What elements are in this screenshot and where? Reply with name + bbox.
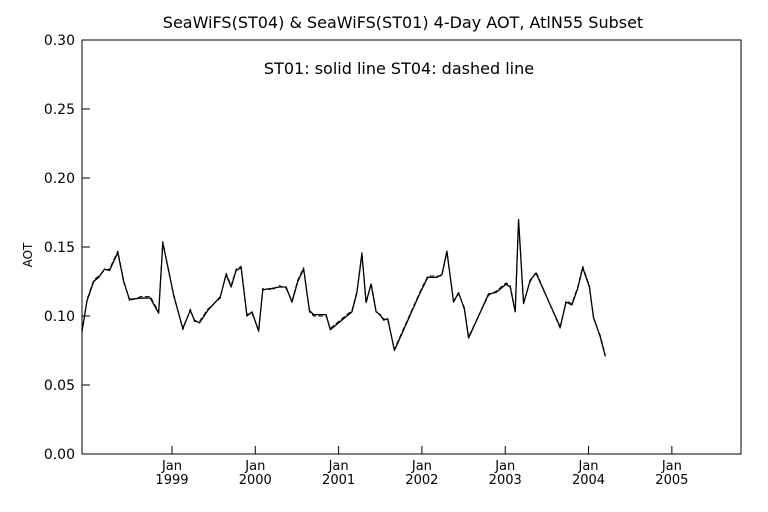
y-axis-tick-label: 0.25 xyxy=(44,102,75,118)
y-axis-tick-label: 0.30 xyxy=(44,33,75,49)
x-axis-tick-month: Jan xyxy=(328,459,349,474)
x-axis-tick-month: Jan xyxy=(161,459,182,474)
x-axis-tick-month: Jan xyxy=(411,459,432,474)
y-axis-ticks: 0.00 0.05 0.10 0.15 0.20 0.25 0.30 xyxy=(44,33,90,463)
y-axis-tick-label: 0.00 xyxy=(44,447,75,463)
y-axis-label: AOT xyxy=(21,242,35,267)
x-axis-tick-year: 2002 xyxy=(405,473,438,488)
x-axis-tick-month: Jan xyxy=(244,459,265,474)
series-line-st04 xyxy=(81,220,606,356)
series-line-st01 xyxy=(81,218,606,357)
x-axis-tick-month: Jan xyxy=(494,459,515,474)
x-axis-tick-year: 2001 xyxy=(322,473,355,488)
y-axis-tick-label: 0.15 xyxy=(44,240,75,256)
y-axis-tick-label: 0.10 xyxy=(44,309,75,325)
plot-frame xyxy=(81,39,742,455)
x-axis-tick-month: Jan xyxy=(661,459,682,474)
x-axis-ticks: Jan1999Jan2000Jan2001Jan2002Jan2003Jan20… xyxy=(155,446,688,488)
chart-title: SeaWiFS(ST04) & SeaWiFS(ST01) 4-Day AOT,… xyxy=(163,13,643,32)
x-axis-tick-year: 1999 xyxy=(155,473,188,488)
x-axis-tick-year: 2005 xyxy=(655,473,688,488)
chart-annotation: ST01: solid line ST04: dashed line xyxy=(264,59,534,78)
x-axis-tick-month: Jan xyxy=(578,459,599,474)
x-axis-tick-year: 2003 xyxy=(489,473,522,488)
x-axis-tick-year: 2004 xyxy=(572,473,605,488)
y-axis-tick-label: 0.05 xyxy=(44,378,75,394)
y-axis-tick-label: 0.20 xyxy=(44,171,75,187)
x-axis-tick-year: 2000 xyxy=(239,473,272,488)
series-layer xyxy=(81,218,606,357)
